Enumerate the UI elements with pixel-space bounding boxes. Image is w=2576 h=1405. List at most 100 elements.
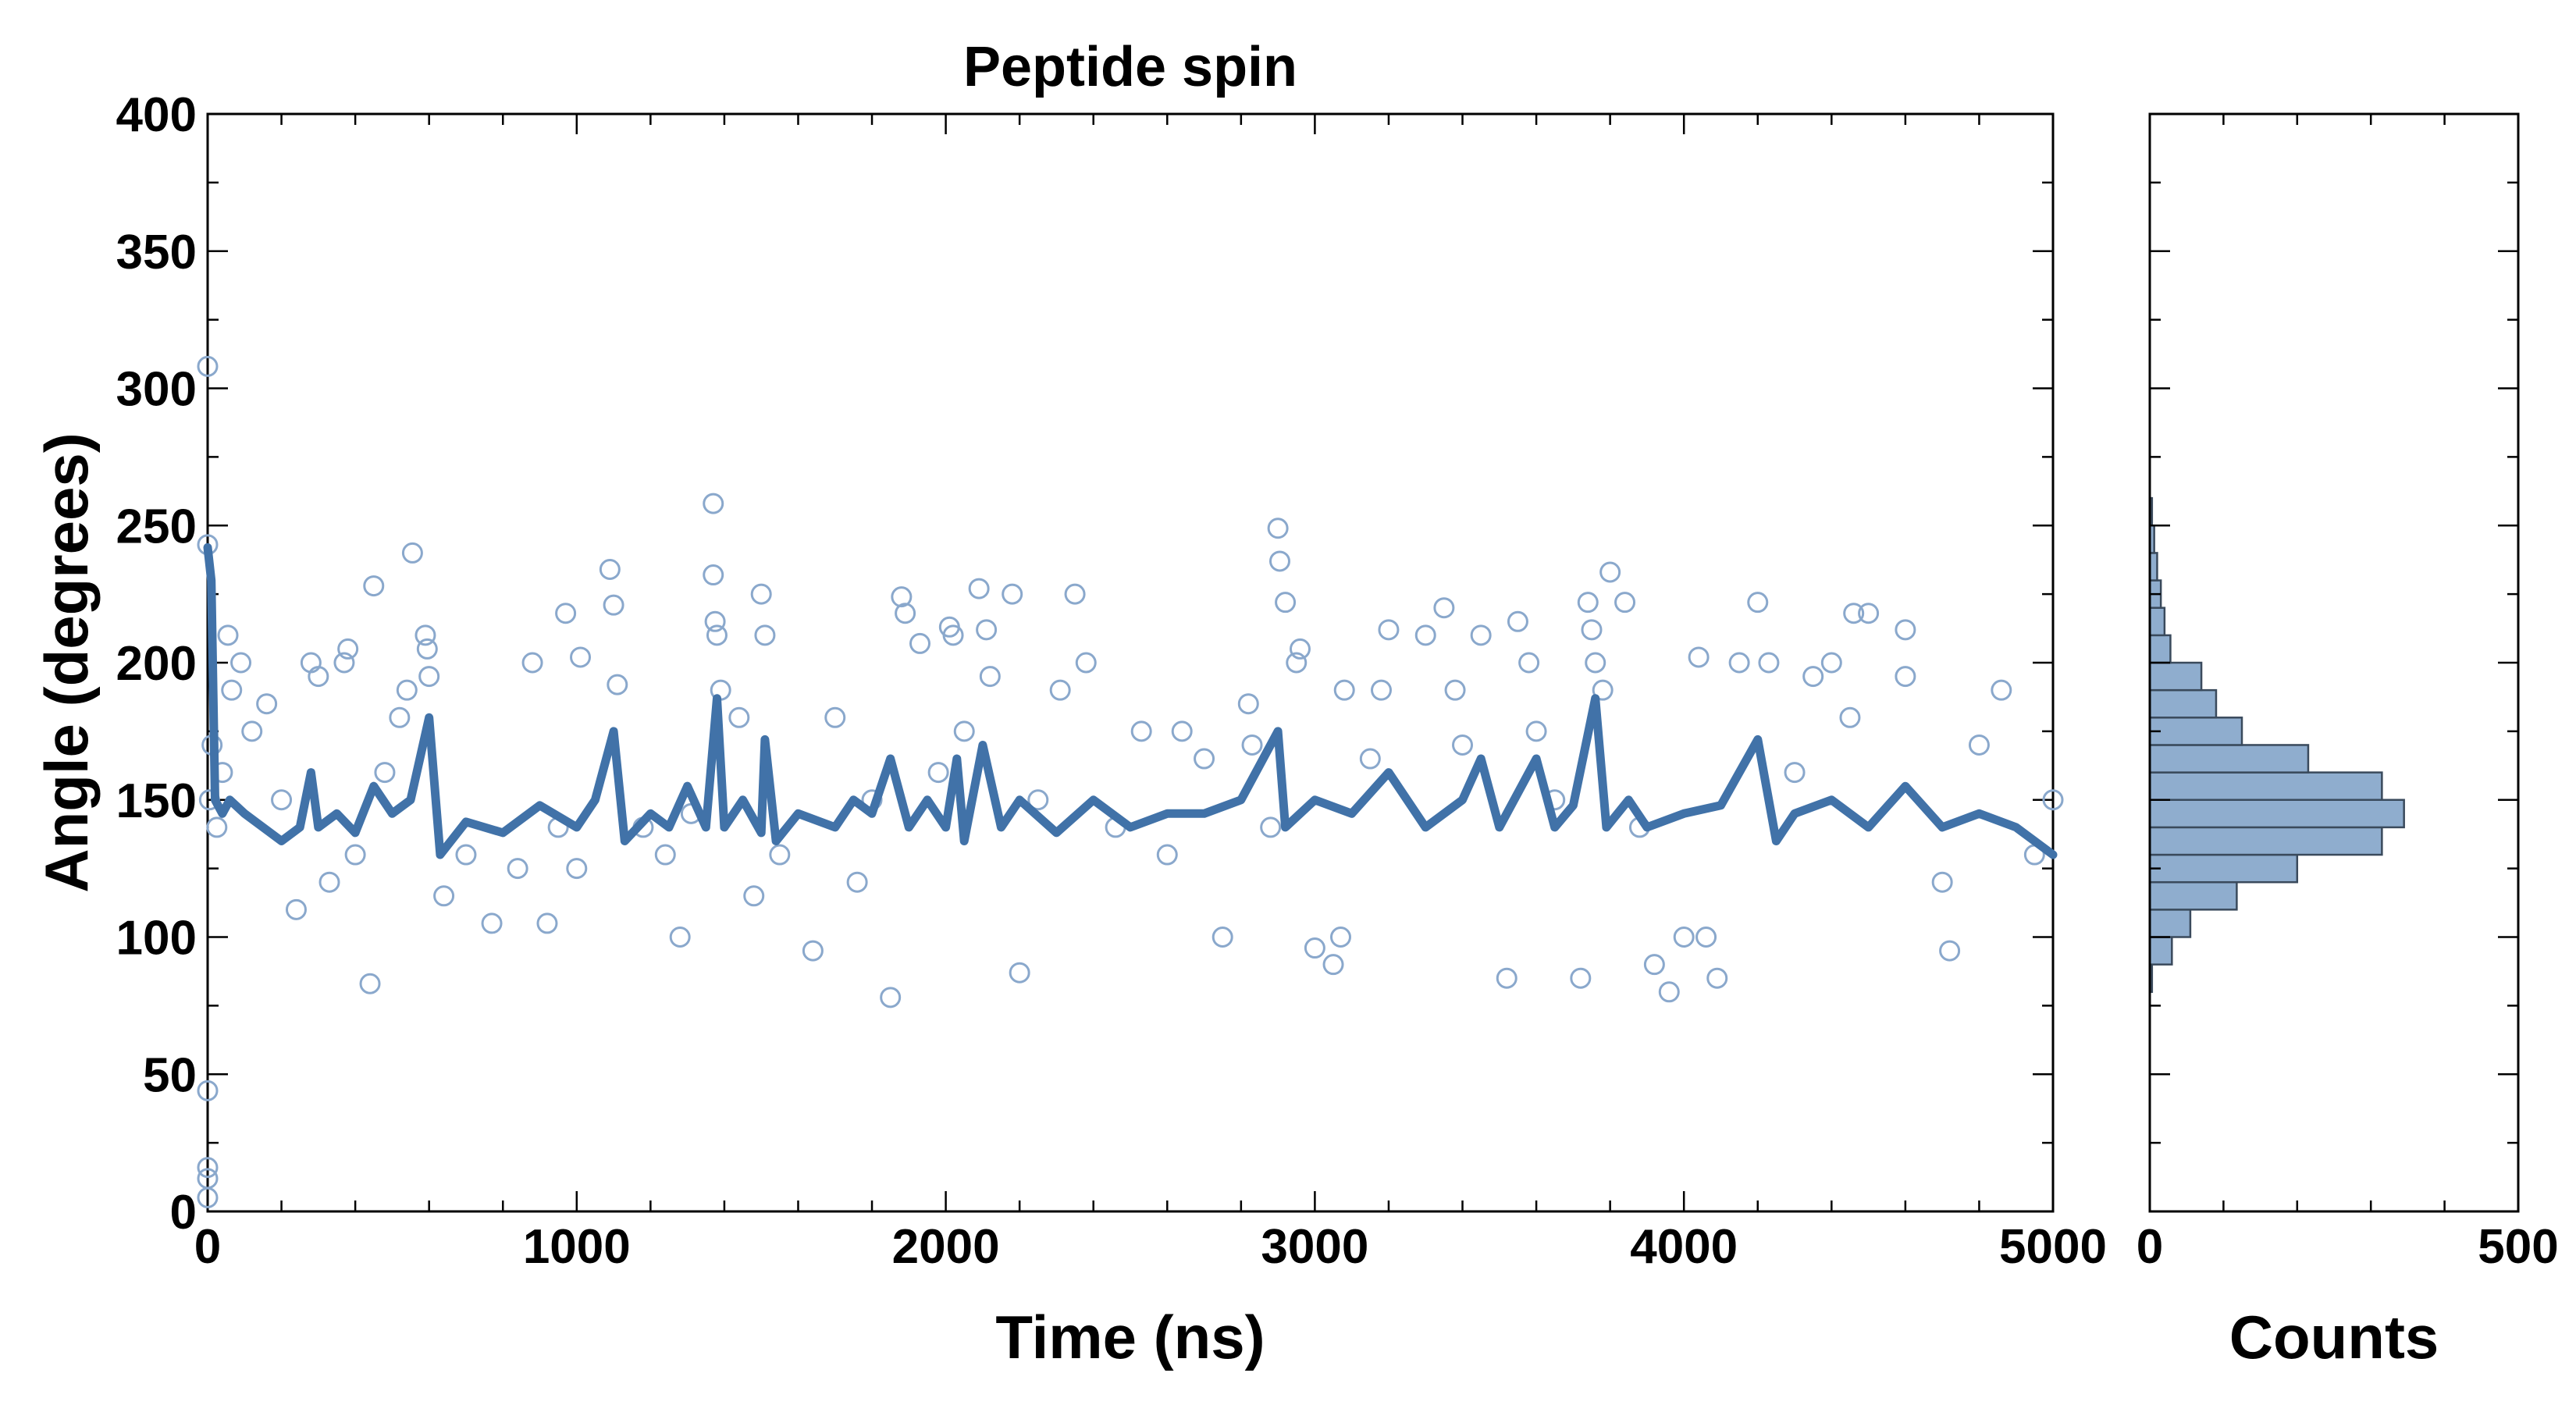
scatter-point <box>344 844 366 866</box>
y-axis-label: Angle (degrees) <box>32 432 101 892</box>
scatter-point <box>1706 967 1728 989</box>
scatter-point <box>1322 954 1344 976</box>
smoothed-line-group <box>203 542 2058 859</box>
y-tick-label: 50 <box>143 1048 197 1102</box>
scatter-point <box>743 885 765 907</box>
scatter-point <box>1802 666 1824 688</box>
scatter-point <box>607 674 628 695</box>
scatter-point <box>1002 583 1023 605</box>
scatter-point <box>433 885 455 907</box>
scatter-point <box>1688 646 1710 668</box>
scatter-point <box>197 355 219 377</box>
histogram-bar <box>2148 717 2243 746</box>
scatter-point <box>654 844 676 866</box>
histogram-y-ticks <box>2150 112 2518 1213</box>
scatter-point <box>197 1157 219 1179</box>
x-tick-label: 3000 <box>1261 1220 1368 1274</box>
histogram-x-axis-label: Counts <box>2229 1303 2439 1371</box>
scatter-point <box>1518 652 1540 674</box>
scatter-point <box>206 816 228 838</box>
histogram-bar <box>2148 688 2218 719</box>
scatter-point <box>1470 624 1492 646</box>
scatter-point <box>1968 734 1990 756</box>
scatter-point <box>1895 619 1916 641</box>
scatter-point <box>704 610 726 632</box>
scatter-point <box>1267 518 1289 539</box>
x-tick-label: 1000 <box>523 1220 631 1274</box>
scatter-point <box>1507 610 1528 632</box>
smoothed-line <box>203 542 2058 859</box>
x-tick-label: 0 <box>194 1220 221 1274</box>
scatter-point <box>1130 720 1152 742</box>
scatter-point <box>1268 550 1290 572</box>
scatter-point <box>1371 679 1393 701</box>
scatter-point <box>754 624 776 646</box>
y-tick-label: 0 <box>170 1186 197 1240</box>
scatter-point <box>1414 624 1436 646</box>
scatter-point <box>1304 937 1325 959</box>
y-tick-label: 250 <box>116 500 197 553</box>
scatter-point <box>1525 720 1547 742</box>
scatter-point <box>197 1080 219 1101</box>
scatter-point <box>1333 679 1355 701</box>
scatter-point <box>1171 720 1193 742</box>
y-tick-label: 150 <box>116 774 197 828</box>
scatter-point <box>230 652 252 674</box>
scatter-point <box>603 594 624 616</box>
scatter-point <box>536 912 558 934</box>
histogram-panel: 0 500 Counts <box>2137 112 2559 1371</box>
scatter-point <box>256 693 278 715</box>
scatter-point <box>846 871 868 893</box>
scatter-point <box>669 927 691 948</box>
scatter-points <box>197 355 2064 1208</box>
scatter-point <box>1599 561 1621 583</box>
main-plot-panel: 0 1000 2000 3000 4000 5000 0 50 100 150 200 250 300… <box>32 36 2107 1371</box>
scatter-point <box>570 646 592 668</box>
scatter-point <box>1614 592 1636 614</box>
scatter-point <box>1009 962 1030 984</box>
scatter-point <box>481 912 503 934</box>
y-tick-label: 400 <box>116 88 197 142</box>
scatter-point <box>895 603 916 624</box>
scatter-point <box>1275 592 1297 614</box>
y-tick-label: 350 <box>116 226 197 279</box>
histogram-bar <box>2148 606 2166 637</box>
histogram-bars <box>2148 496 2405 994</box>
scatter-point <box>333 652 355 674</box>
scatter-point <box>1496 967 1517 989</box>
histogram-bar <box>2148 661 2203 692</box>
x-tick-label: 4000 <box>1630 1220 1738 1274</box>
scatter-point <box>1895 666 1916 688</box>
histogram-x-ticks <box>2148 114 2520 1211</box>
y-tick-label: 100 <box>116 912 197 966</box>
scatter-point <box>374 762 396 784</box>
x-axis-label: Time (ns) <box>995 1303 1265 1371</box>
scatter-point <box>1858 603 1880 624</box>
scatter-point <box>703 564 724 586</box>
scatter-point <box>241 720 263 742</box>
histogram-bar <box>2148 909 2192 938</box>
scatter-point <box>769 844 791 866</box>
scatter-point <box>418 666 440 688</box>
scatter-point <box>1075 652 1097 674</box>
scatter-point <box>953 720 975 742</box>
scatter-point <box>750 583 772 605</box>
scatter-point <box>1049 679 1071 701</box>
scatter-point <box>1570 967 1592 989</box>
scatter-point <box>415 624 436 646</box>
scatter-point <box>1643 954 1665 976</box>
x-tick-label: 5000 <box>1999 1220 2107 1274</box>
scatter-point <box>566 858 588 880</box>
scatter-point <box>555 603 577 624</box>
scatter-point <box>1658 981 1680 1003</box>
histogram-bar <box>2148 826 2383 856</box>
scatter-point <box>1747 592 1769 614</box>
scatter-point <box>824 706 846 728</box>
scatter-point <box>1359 748 1381 770</box>
main-y-ticks <box>208 112 2053 1213</box>
scatter-point <box>880 987 902 1008</box>
scatter-point <box>308 666 329 688</box>
scatter-point <box>1820 652 1842 674</box>
scatter-point <box>271 789 293 811</box>
